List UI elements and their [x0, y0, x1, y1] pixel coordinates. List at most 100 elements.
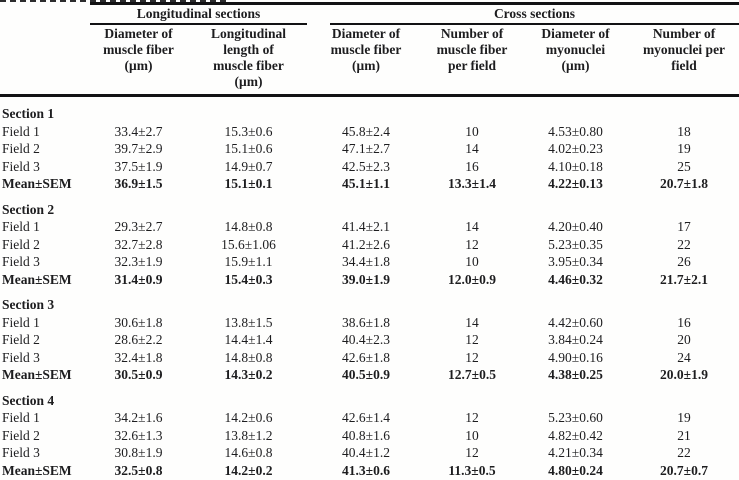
col-header-diameter-myonuclei: Diameter of myonuclei (μm): [522, 25, 629, 97]
field-data-row: Field 1 34.2±1.6 14.2±0.6 42.6±1.4 12 5.23±0.…: [0, 409, 739, 427]
section-spacer-row: [0, 96, 739, 106]
data-cell: 4.90±0.16: [548, 349, 603, 365]
row-label: Mean±SEM: [2, 367, 72, 382]
data-cell: 10: [465, 254, 479, 269]
data-cell: 30.5±0.9: [114, 367, 163, 382]
group-label-longitudinal: Longitudinal sections: [90, 6, 307, 25]
data-cell: 34.2±1.6: [114, 410, 163, 425]
row-label: Field 1: [2, 410, 40, 425]
spacer-cell: [0, 384, 739, 392]
data-cell: 15.9±1.1: [224, 254, 273, 269]
stub-corner: [0, 4, 90, 26]
data-cell: 45.8±2.4: [342, 123, 390, 139]
section-spacer-row: [0, 193, 739, 201]
data-cell: 39.7±2.9: [114, 141, 163, 156]
row-label: Field 1: [2, 219, 40, 234]
field-data-row: Field 1 30.6±1.8 13.8±1.5 38.6±1.8 14 4.42±0.…: [0, 314, 739, 332]
section-title: Section 4: [2, 392, 55, 408]
data-cell: 25: [677, 158, 691, 174]
col-header-diameter-muscle-fiber-cross: Diameter of muscle fiber (μm): [310, 25, 422, 97]
data-cell: 4.42±0.60: [548, 314, 603, 330]
spacer-cell: [0, 96, 739, 106]
stub-header: [0, 25, 90, 97]
col-header-diameter-muscle-fiber-long: Diameter of muscle fiber (μm): [90, 25, 187, 97]
data-cell: 13.8±1.5: [224, 314, 273, 330]
row-label: Mean±SEM: [2, 462, 72, 478]
data-cell: 13.3±1.4: [448, 176, 496, 191]
mean-sem-row: Mean±SEM 32.5±0.8 14.2±0.2 41.3±0.6 11.3±0.5…: [0, 462, 739, 480]
data-cell: 4.53±0.80: [548, 123, 603, 139]
data-cell: 40.4±2.3: [342, 332, 390, 347]
row-label: Field 1: [2, 123, 40, 139]
data-cell: 41.2±2.6: [342, 236, 390, 252]
data-cell: 5.23±0.60: [548, 410, 603, 425]
field-data-row: Field 2 32.7±2.8 15.6±1.06 41.2±2.6 12 5.23±0…: [0, 236, 739, 254]
spacer-cell: [0, 193, 739, 201]
section-title: Section 2: [2, 201, 55, 217]
mean-sem-row: Mean±SEM 36.9±1.5 15.1±0.1 45.1±1.1 13.3±1.4…: [0, 175, 739, 193]
data-cell: 14.3±0.2: [224, 367, 273, 382]
data-cell: 14.8±0.8: [224, 219, 273, 234]
data-cell: 19: [677, 410, 691, 425]
row-label: Field 3: [2, 349, 40, 365]
data-cell: 12.0±0.9: [448, 271, 496, 287]
data-cell: 29.3±2.7: [114, 219, 163, 234]
row-label: Field 3: [2, 158, 40, 174]
field-data-row: Field 1 33.4±2.7 15.3±0.6 45.8±2.4 10 4.53±0.…: [0, 123, 739, 141]
data-cell: 15.3±0.6: [224, 123, 273, 139]
data-cell: 4.46±0.32: [548, 271, 603, 287]
section-title-row: Section 3: [0, 296, 739, 314]
data-cell: 24: [677, 349, 691, 365]
mean-sem-row: Mean±SEM 31.4±0.9 15.4±0.3 39.0±1.9 12.0±0.9…: [0, 271, 739, 289]
row-label: Field 2: [2, 332, 40, 347]
data-cell: 14: [465, 314, 479, 330]
data-cell: 10: [465, 123, 479, 139]
col-header-longitudinal-length: Longitudinal length of muscle fiber (μm): [187, 25, 310, 97]
row-label: Mean±SEM: [2, 176, 72, 191]
data-cell: 14.9±0.7: [224, 158, 273, 174]
data-cell: 15.4±0.3: [224, 271, 273, 287]
data-cell: 34.4±1.8: [342, 254, 390, 269]
group-header-longitudinal: Longitudinal sections: [90, 2, 310, 25]
group-label-cross: Cross sections: [330, 6, 739, 25]
section-spacer-row: [0, 384, 739, 392]
data-cell: 14: [465, 141, 479, 156]
data-cell: 30.8±1.9: [114, 445, 163, 460]
data-cell: 28.6±2.2: [114, 332, 163, 347]
data-cell: 47.1±2.7: [342, 141, 390, 156]
data-cell: 15.6±1.06: [221, 236, 276, 252]
data-cell: 22: [677, 236, 691, 252]
field-data-row: Field 3 32.4±1.8 14.8±0.8 42.6±1.8 12 4.90±0.…: [0, 349, 739, 367]
data-cell: 20.0±1.9: [660, 367, 708, 382]
data-cell: 14.2±0.6: [224, 410, 273, 425]
field-data-row: Field 2 32.6±1.3 13.8±1.2 40.8±1.6 10 4.82±0.…: [0, 427, 739, 445]
data-cell: 15.1±0.6: [224, 141, 273, 156]
data-cell: 4.10±0.18: [548, 158, 603, 174]
row-label: Field 2: [2, 236, 40, 252]
data-cell: 14.2±0.2: [224, 462, 273, 478]
data-cell: 3.84±0.24: [548, 332, 603, 347]
col-header-number-muscle-fiber: Number of muscle fiber per field: [422, 25, 522, 97]
section-title: Section 1: [2, 106, 55, 121]
section-spacer-row: [0, 288, 739, 296]
data-cell: 19: [677, 141, 691, 156]
data-cell: 12: [465, 236, 479, 252]
data-cell: 40.8±1.6: [342, 427, 390, 443]
data-cell: 12: [465, 332, 479, 347]
data-cell: 32.3±1.9: [114, 254, 163, 269]
data-cell: 32.5±0.8: [114, 462, 163, 478]
data-cell: 14.4±1.4: [224, 332, 273, 347]
data-cell: 5.23±0.35: [548, 236, 603, 252]
data-cell: 14.6±0.8: [224, 445, 273, 460]
field-data-row: Field 3 37.5±1.9 14.9±0.7 42.5±2.3 16 4.10±0.…: [0, 158, 739, 176]
mean-sem-row: Mean±SEM 30.5±0.9 14.3±0.2 40.5±0.9 12.7±0.5…: [0, 366, 739, 384]
row-label: Field 3: [2, 254, 40, 269]
field-data-row: Field 1 29.3±2.7 14.8±0.8 41.4±2.1 14 4.20±0.…: [0, 218, 739, 236]
data-cell: 4.82±0.42: [548, 427, 603, 443]
clipped-caption-remnant: [0, 0, 230, 2]
data-cell: 41.3±0.6: [342, 462, 390, 478]
section-title-row: Section 1: [0, 105, 739, 123]
data-cell: 4.20±0.40: [548, 219, 603, 234]
